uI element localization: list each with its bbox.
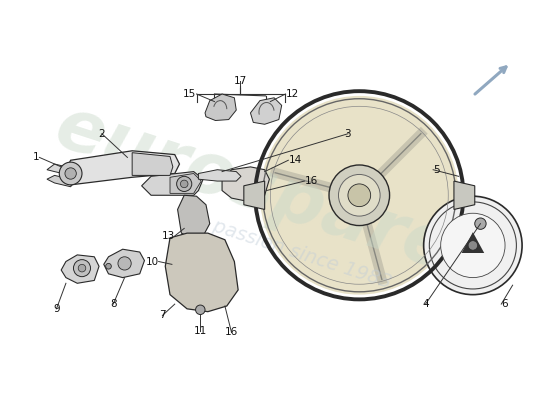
Text: 12: 12 [285, 89, 299, 99]
Circle shape [260, 96, 459, 295]
Text: 11: 11 [194, 326, 207, 336]
Polygon shape [47, 175, 74, 187]
Polygon shape [132, 153, 173, 175]
Polygon shape [244, 181, 265, 210]
Polygon shape [47, 164, 74, 175]
Text: 4: 4 [422, 299, 429, 309]
Text: a passion since 1983: a passion since 1983 [192, 211, 393, 293]
Circle shape [177, 176, 192, 192]
Polygon shape [170, 174, 201, 193]
Text: 7: 7 [159, 310, 166, 320]
Text: 17: 17 [233, 76, 246, 86]
Circle shape [196, 305, 205, 314]
Polygon shape [104, 249, 145, 278]
Circle shape [65, 168, 76, 179]
Text: 8: 8 [110, 299, 117, 309]
Circle shape [59, 162, 82, 185]
Text: 10: 10 [146, 256, 158, 266]
Circle shape [441, 213, 505, 278]
Circle shape [475, 218, 486, 229]
Polygon shape [250, 98, 282, 124]
Text: 5: 5 [433, 165, 440, 175]
Text: 16: 16 [304, 176, 318, 186]
Polygon shape [222, 167, 270, 202]
Polygon shape [61, 255, 99, 283]
Polygon shape [199, 170, 241, 181]
Circle shape [338, 174, 380, 216]
Polygon shape [205, 94, 236, 120]
Circle shape [106, 264, 111, 269]
Text: eurospares: eurospares [46, 92, 502, 299]
Text: 9: 9 [53, 304, 60, 314]
Text: 1: 1 [33, 152, 40, 162]
Circle shape [78, 264, 86, 272]
Circle shape [329, 165, 389, 226]
Text: 6: 6 [501, 299, 508, 309]
Circle shape [180, 180, 188, 188]
Text: 2: 2 [98, 129, 105, 139]
Polygon shape [141, 172, 203, 195]
Circle shape [424, 196, 522, 295]
Circle shape [348, 184, 371, 207]
Polygon shape [454, 181, 475, 210]
Text: 15: 15 [183, 89, 196, 99]
Polygon shape [461, 232, 484, 253]
Text: 14: 14 [288, 155, 301, 165]
Polygon shape [178, 195, 210, 238]
Text: 16: 16 [225, 328, 238, 338]
Text: 3: 3 [345, 129, 351, 139]
Circle shape [468, 241, 477, 250]
Circle shape [118, 257, 131, 270]
Polygon shape [64, 151, 179, 185]
Polygon shape [166, 233, 238, 312]
Circle shape [74, 260, 91, 277]
Text: 13: 13 [162, 231, 175, 241]
